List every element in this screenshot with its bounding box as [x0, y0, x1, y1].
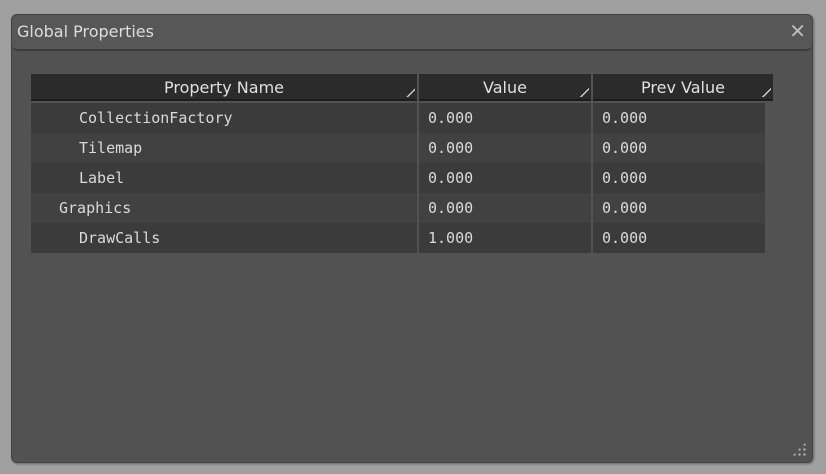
title-bar[interactable]: Global Properties ✕ — [12, 15, 812, 51]
property-name-cell: Graphics — [31, 193, 417, 223]
header-label: Prev Value — [641, 78, 725, 97]
window-title: Global Properties — [17, 22, 154, 41]
table-row[interactable]: DrawCalls 1.000 0.000 — [31, 223, 775, 253]
column-header-prev-value[interactable]: Prev Value — [593, 74, 773, 101]
prev-value-cell: 0.000 — [593, 103, 765, 133]
property-name-cell: Tilemap — [31, 133, 417, 163]
table-body: CollectionFactory 0.000 0.000 Tilemap 0.000 0… — [31, 103, 775, 253]
properties-table: Property Name Value Prev Value Collectio… — [31, 74, 775, 253]
prev-value-cell: 0.000 — [593, 133, 765, 163]
table-row[interactable]: Graphics 0.000 0.000 — [31, 193, 775, 223]
column-resize-grip[interactable] — [761, 87, 771, 97]
global-properties-window: Global Properties ✕ Property Name Value … — [11, 14, 813, 463]
column-header-value[interactable]: Value — [419, 74, 591, 101]
column-header-property-name[interactable]: Property Name — [31, 74, 417, 101]
table-header: Property Name Value Prev Value — [31, 74, 775, 101]
header-label: Value — [483, 78, 527, 97]
prev-value-cell: 0.000 — [593, 163, 765, 193]
table-row[interactable]: Tilemap 0.000 0.000 — [31, 133, 775, 163]
column-resize-grip[interactable] — [405, 87, 415, 97]
property-name-cell: DrawCalls — [31, 223, 417, 253]
value-cell: 0.000 — [419, 133, 591, 163]
column-resize-grip[interactable] — [579, 87, 589, 97]
close-icon[interactable]: ✕ — [789, 19, 806, 43]
value-cell: 0.000 — [419, 163, 591, 193]
prev-value-cell: 0.000 — [593, 223, 765, 253]
value-cell: 0.000 — [419, 103, 591, 133]
resize-handle[interactable] — [792, 442, 806, 456]
property-name-cell: CollectionFactory — [31, 103, 417, 133]
table-row[interactable]: Label 0.000 0.000 — [31, 163, 775, 193]
table-row[interactable]: CollectionFactory 0.000 0.000 — [31, 103, 775, 133]
property-name-cell: Label — [31, 163, 417, 193]
prev-value-cell: 0.000 — [593, 193, 765, 223]
header-label: Property Name — [164, 78, 284, 97]
value-cell: 0.000 — [419, 193, 591, 223]
value-cell: 1.000 — [419, 223, 591, 253]
